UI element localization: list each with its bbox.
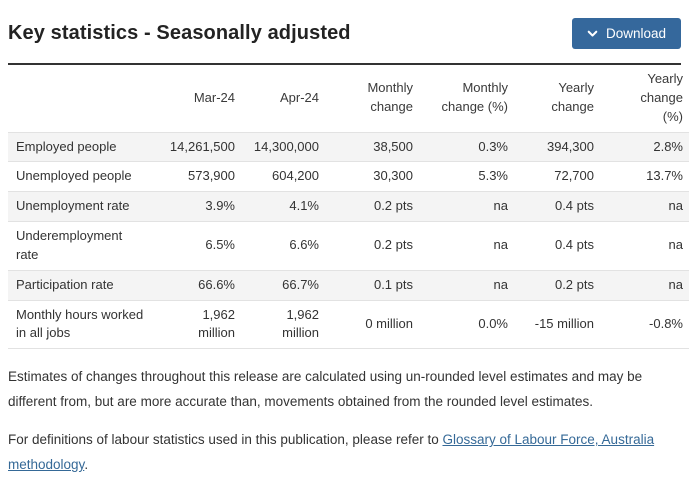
- cell-value: 1,962 million: [282, 306, 319, 341]
- table-header-row: Mar-24 Apr-24 Monthly change Monthly cha…: [8, 65, 689, 132]
- table-row: Participation rate 66.6% 66.7% 0.1 pts n…: [8, 270, 689, 301]
- column-header-monthly-change: Monthly change: [367, 80, 413, 115]
- cell-value: 5.3%: [478, 168, 508, 184]
- column-header-mar24: Mar-24: [193, 89, 235, 105]
- cell-value: na: [668, 237, 683, 253]
- cell-value: 6.6%: [289, 237, 319, 253]
- table-row: Employed people 14,261,500 14,300,000 38…: [8, 132, 689, 162]
- cell-value: na: [493, 276, 508, 292]
- cell-value: -0.8%: [649, 316, 683, 332]
- page-title: Key statistics - Seasonally adjusted: [8, 22, 351, 44]
- row-label: Unemployed people: [16, 168, 132, 184]
- estimates-note: Estimates of changes throughout this rel…: [8, 369, 643, 410]
- cell-value: 0.0%: [478, 316, 508, 332]
- cell-value: 0 million: [365, 316, 413, 332]
- table-row: Unemployed people 573,900 604,200 30,300…: [8, 161, 689, 192]
- cell-value: 3.9%: [205, 198, 235, 214]
- cell-value: na: [493, 198, 508, 214]
- cell-value: 0.4 pts: [554, 237, 594, 253]
- cell-value: 0.2 pts: [373, 198, 413, 214]
- table-row: Monthly hours worked in all jobs 1,962 m…: [8, 300, 689, 349]
- cell-value: 394,300: [547, 138, 594, 154]
- cell-value: 66.6%: [198, 276, 235, 292]
- column-header-yearly-change: Yearly change: [551, 80, 594, 115]
- row-label: Unemployment rate: [16, 198, 130, 214]
- row-label: Underemployment rate: [16, 228, 123, 262]
- cell-value: 14,300,000: [253, 138, 319, 154]
- cell-value: 1,962 million: [198, 306, 235, 341]
- key-statistics-table: Mar-24 Apr-24 Monthly change Monthly cha…: [8, 65, 689, 349]
- column-header-empty: [8, 65, 158, 132]
- panel-header: Key statistics - Seasonally adjusted Dow…: [8, 0, 681, 65]
- cell-value: 2.8%: [653, 138, 683, 154]
- cell-value: 30,300: [373, 168, 413, 184]
- cell-value: 6.5%: [205, 237, 235, 253]
- chevron-down-icon: [587, 28, 598, 39]
- download-button[interactable]: Download: [571, 18, 681, 49]
- table-row: Unemployment rate 3.9% 4.1% 0.2 pts na 0…: [8, 191, 689, 222]
- cell-value: 14,261,500: [169, 138, 235, 154]
- cell-value: 66.7%: [282, 276, 319, 292]
- column-header-apr24: Apr-24: [279, 89, 319, 105]
- cell-value: -15 million: [534, 316, 594, 332]
- definitions-note-suffix: .: [84, 457, 89, 473]
- cell-value: 0.2 pts: [373, 237, 413, 253]
- definitions-note-prefix: For definitions of labour statistics use…: [8, 432, 443, 448]
- table-row: Underemployment rate 6.5% 6.6% 0.2 pts n…: [8, 221, 689, 271]
- cell-value: 573,900: [188, 168, 235, 184]
- cell-value: na: [668, 198, 683, 214]
- column-header-yearly-change-pct: Yearly change (%): [640, 71, 683, 124]
- cell-value: 38,500: [373, 138, 413, 154]
- cell-value: na: [668, 276, 683, 292]
- column-header-monthly-change-pct: Monthly change (%): [441, 80, 508, 115]
- cell-value: 0.4 pts: [554, 198, 594, 214]
- download-button-label: Download: [605, 26, 666, 41]
- row-label: Monthly hours worked in all jobs: [16, 306, 144, 341]
- cell-value: 0.1 pts: [373, 276, 413, 292]
- cell-value: 72,700: [554, 168, 594, 184]
- cell-value: na: [493, 237, 508, 253]
- row-label: Employed people: [16, 138, 117, 154]
- cell-value: 604,200: [272, 168, 319, 184]
- cell-value: 0.3%: [478, 138, 508, 154]
- cell-value: 4.1%: [289, 198, 319, 214]
- cell-value: 13.7%: [646, 168, 683, 184]
- cell-value: 0.2 pts: [554, 276, 594, 292]
- definitions-note: For definitions of labour statistics use…: [8, 428, 681, 478]
- row-label: Participation rate: [16, 276, 114, 292]
- footnotes: Estimates of changes throughout this rel…: [8, 349, 681, 478]
